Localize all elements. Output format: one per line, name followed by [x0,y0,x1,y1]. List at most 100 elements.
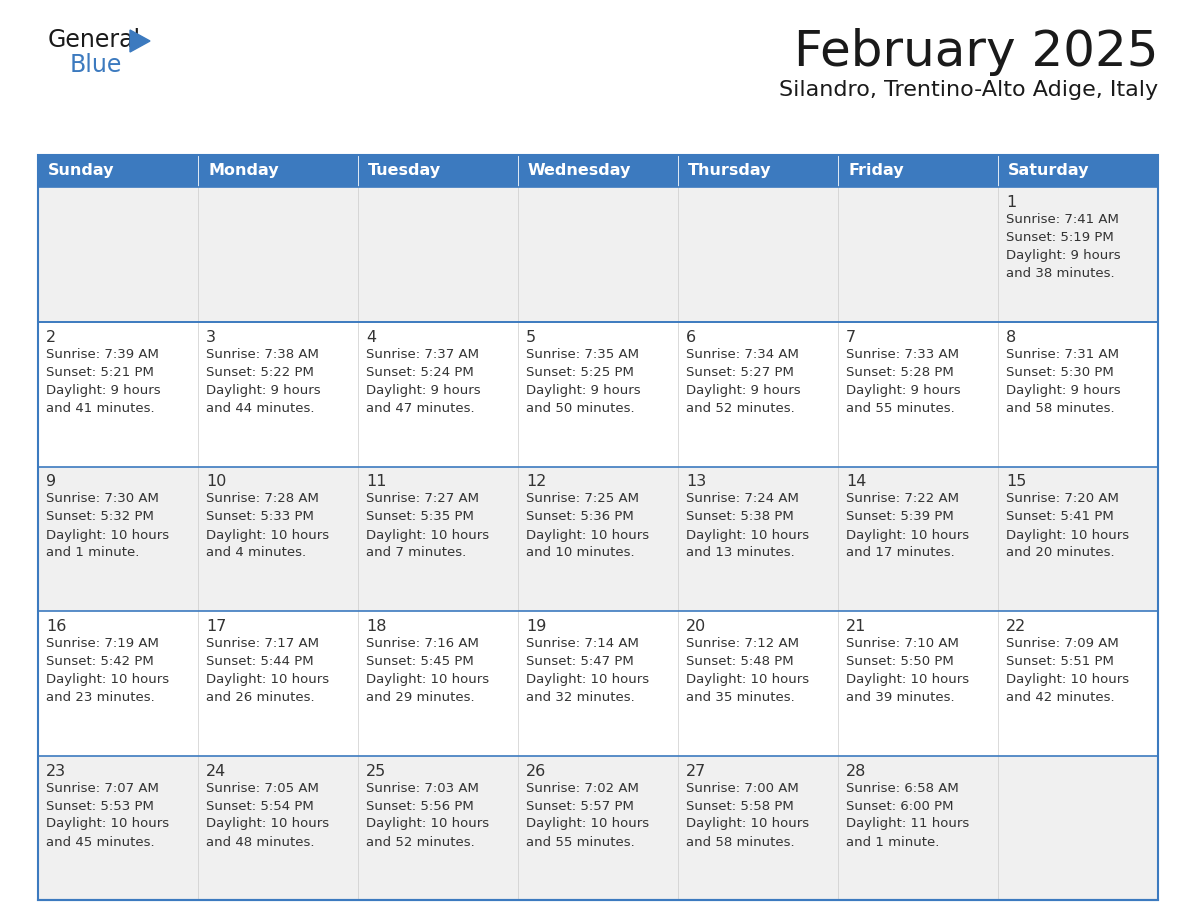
Text: Wednesday: Wednesday [527,163,631,178]
Bar [678,322,838,466]
Bar [838,756,998,900]
Text: 25: 25 [366,764,386,778]
Text: 14: 14 [846,475,866,489]
Text: Sunrise: 7:14 AM
Sunset: 5:47 PM
Daylight: 10 hours
and 32 minutes.: Sunrise: 7:14 AM Sunset: 5:47 PM Dayligh… [526,637,649,704]
Text: 23: 23 [46,764,67,778]
Bar [838,322,998,466]
Bar [38,155,1158,900]
Text: 12: 12 [526,475,546,489]
Text: Sunrise: 7:31 AM
Sunset: 5:30 PM
Daylight: 9 hours
and 58 minutes.: Sunrise: 7:31 AM Sunset: 5:30 PM Dayligh… [1006,348,1120,415]
Text: 15: 15 [1006,475,1026,489]
Text: Sunrise: 7:35 AM
Sunset: 5:25 PM
Daylight: 9 hours
and 50 minutes.: Sunrise: 7:35 AM Sunset: 5:25 PM Dayligh… [526,348,640,415]
Text: Sunrise: 7:17 AM
Sunset: 5:44 PM
Daylight: 10 hours
and 26 minutes.: Sunrise: 7:17 AM Sunset: 5:44 PM Dayligh… [206,637,329,704]
Bar [358,611,518,756]
Bar [838,611,998,756]
Bar [358,466,518,611]
Bar [518,466,678,611]
Bar [998,187,1158,322]
Text: February 2025: February 2025 [794,28,1158,76]
Bar [38,155,198,187]
Text: Sunrise: 7:03 AM
Sunset: 5:56 PM
Daylight: 10 hours
and 52 minutes.: Sunrise: 7:03 AM Sunset: 5:56 PM Dayligh… [366,781,489,848]
Text: Sunrise: 7:00 AM
Sunset: 5:58 PM
Daylight: 10 hours
and 58 minutes.: Sunrise: 7:00 AM Sunset: 5:58 PM Dayligh… [685,781,809,848]
Text: Sunrise: 7:12 AM
Sunset: 5:48 PM
Daylight: 10 hours
and 35 minutes.: Sunrise: 7:12 AM Sunset: 5:48 PM Dayligh… [685,637,809,704]
Bar [38,187,198,322]
Text: Sunrise: 7:28 AM
Sunset: 5:33 PM
Daylight: 10 hours
and 4 minutes.: Sunrise: 7:28 AM Sunset: 5:33 PM Dayligh… [206,492,329,559]
Text: Sunrise: 6:58 AM
Sunset: 6:00 PM
Daylight: 11 hours
and 1 minute.: Sunrise: 6:58 AM Sunset: 6:00 PM Dayligh… [846,781,969,848]
Text: 13: 13 [685,475,706,489]
Bar [198,155,358,187]
Text: 22: 22 [1006,619,1026,634]
Text: Sunrise: 7:41 AM
Sunset: 5:19 PM
Daylight: 9 hours
and 38 minutes.: Sunrise: 7:41 AM Sunset: 5:19 PM Dayligh… [1006,213,1120,280]
Bar [838,466,998,611]
Bar [518,611,678,756]
Bar [38,322,198,466]
Bar [838,155,998,187]
Bar [518,155,678,187]
Bar [998,611,1158,756]
Text: 11: 11 [366,475,386,489]
Bar [518,322,678,466]
Text: Sunrise: 7:10 AM
Sunset: 5:50 PM
Daylight: 10 hours
and 39 minutes.: Sunrise: 7:10 AM Sunset: 5:50 PM Dayligh… [846,637,969,704]
Text: Sunrise: 7:25 AM
Sunset: 5:36 PM
Daylight: 10 hours
and 10 minutes.: Sunrise: 7:25 AM Sunset: 5:36 PM Dayligh… [526,492,649,559]
Bar [678,187,838,322]
Text: Saturday: Saturday [1007,163,1089,178]
Text: Sunrise: 7:09 AM
Sunset: 5:51 PM
Daylight: 10 hours
and 42 minutes.: Sunrise: 7:09 AM Sunset: 5:51 PM Dayligh… [1006,637,1129,704]
Text: 24: 24 [206,764,226,778]
Bar [38,466,198,611]
Bar [198,187,358,322]
Text: Silandro, Trentino-Alto Adige, Italy: Silandro, Trentino-Alto Adige, Italy [779,80,1158,100]
Bar [838,187,998,322]
Text: 21: 21 [846,619,866,634]
Text: Blue: Blue [70,53,122,77]
Bar [678,466,838,611]
Text: Sunrise: 7:07 AM
Sunset: 5:53 PM
Daylight: 10 hours
and 45 minutes.: Sunrise: 7:07 AM Sunset: 5:53 PM Dayligh… [46,781,169,848]
Text: Sunrise: 7:33 AM
Sunset: 5:28 PM
Daylight: 9 hours
and 55 minutes.: Sunrise: 7:33 AM Sunset: 5:28 PM Dayligh… [846,348,961,415]
Text: Sunrise: 7:22 AM
Sunset: 5:39 PM
Daylight: 10 hours
and 17 minutes.: Sunrise: 7:22 AM Sunset: 5:39 PM Dayligh… [846,492,969,559]
Bar [38,611,198,756]
Bar [358,322,518,466]
Bar [678,611,838,756]
Bar [358,155,518,187]
Bar [998,756,1158,900]
Text: 1: 1 [1006,195,1016,210]
Bar [518,187,678,322]
Text: 20: 20 [685,619,706,634]
Text: Sunrise: 7:37 AM
Sunset: 5:24 PM
Daylight: 9 hours
and 47 minutes.: Sunrise: 7:37 AM Sunset: 5:24 PM Dayligh… [366,348,481,415]
Bar [998,155,1158,187]
Bar [678,155,838,187]
Text: 26: 26 [526,764,546,778]
Text: Sunrise: 7:02 AM
Sunset: 5:57 PM
Daylight: 10 hours
and 55 minutes.: Sunrise: 7:02 AM Sunset: 5:57 PM Dayligh… [526,781,649,848]
Text: 6: 6 [685,330,696,345]
Text: Sunrise: 7:19 AM
Sunset: 5:42 PM
Daylight: 10 hours
and 23 minutes.: Sunrise: 7:19 AM Sunset: 5:42 PM Dayligh… [46,637,169,704]
Text: 16: 16 [46,619,67,634]
Bar [518,756,678,900]
Text: Tuesday: Tuesday [368,163,441,178]
Bar [358,756,518,900]
Text: Sunrise: 7:24 AM
Sunset: 5:38 PM
Daylight: 10 hours
and 13 minutes.: Sunrise: 7:24 AM Sunset: 5:38 PM Dayligh… [685,492,809,559]
Text: Thursday: Thursday [688,163,771,178]
Text: Sunrise: 7:38 AM
Sunset: 5:22 PM
Daylight: 9 hours
and 44 minutes.: Sunrise: 7:38 AM Sunset: 5:22 PM Dayligh… [206,348,321,415]
Text: 10: 10 [206,475,227,489]
Text: 8: 8 [1006,330,1016,345]
Bar [198,466,358,611]
Bar [678,756,838,900]
Text: 18: 18 [366,619,386,634]
Text: Friday: Friday [848,163,904,178]
Text: Sunday: Sunday [48,163,114,178]
Bar [38,756,198,900]
Text: Sunrise: 7:27 AM
Sunset: 5:35 PM
Daylight: 10 hours
and 7 minutes.: Sunrise: 7:27 AM Sunset: 5:35 PM Dayligh… [366,492,489,559]
Text: Sunrise: 7:34 AM
Sunset: 5:27 PM
Daylight: 9 hours
and 52 minutes.: Sunrise: 7:34 AM Sunset: 5:27 PM Dayligh… [685,348,801,415]
Text: General: General [48,28,141,52]
Text: Monday: Monday [208,163,279,178]
Text: 7: 7 [846,330,857,345]
Bar [198,322,358,466]
Text: Sunrise: 7:16 AM
Sunset: 5:45 PM
Daylight: 10 hours
and 29 minutes.: Sunrise: 7:16 AM Sunset: 5:45 PM Dayligh… [366,637,489,704]
Text: 27: 27 [685,764,706,778]
Bar [998,466,1158,611]
Text: 3: 3 [206,330,216,345]
Polygon shape [129,30,150,52]
Text: 5: 5 [526,330,536,345]
Text: Sunrise: 7:30 AM
Sunset: 5:32 PM
Daylight: 10 hours
and 1 minute.: Sunrise: 7:30 AM Sunset: 5:32 PM Dayligh… [46,492,169,559]
Text: 17: 17 [206,619,227,634]
Text: 19: 19 [526,619,546,634]
